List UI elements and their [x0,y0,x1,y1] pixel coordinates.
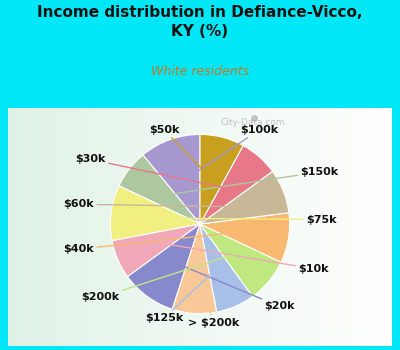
Wedge shape [172,224,217,314]
Text: $200k: $200k [81,254,233,302]
Text: Income distribution in Defiance-Vicco,
KY (%): Income distribution in Defiance-Vicco, K… [37,5,363,39]
Text: City-Data.com: City-Data.com [220,118,285,127]
Text: $125k: $125k [145,269,216,323]
Text: $150k: $150k [166,167,338,195]
Text: $10k: $10k [160,243,329,274]
Text: $30k: $30k [76,154,228,189]
Text: $50k: $50k [149,125,210,177]
Wedge shape [200,224,281,296]
Text: White residents: White residents [151,65,249,78]
Text: $75k: $75k [156,215,336,224]
Wedge shape [200,224,253,312]
Text: $20k: $20k [175,263,295,312]
Text: $40k: $40k [64,232,243,254]
Wedge shape [143,134,200,224]
Wedge shape [200,146,272,224]
Wedge shape [200,172,289,224]
Wedge shape [200,134,243,224]
Wedge shape [128,224,200,309]
Wedge shape [112,224,200,276]
Wedge shape [110,186,200,241]
Wedge shape [119,155,200,224]
Wedge shape [200,213,290,262]
Text: $60k: $60k [64,199,240,209]
Text: $100k: $100k [186,125,278,178]
Text: > $200k: > $200k [188,273,239,328]
